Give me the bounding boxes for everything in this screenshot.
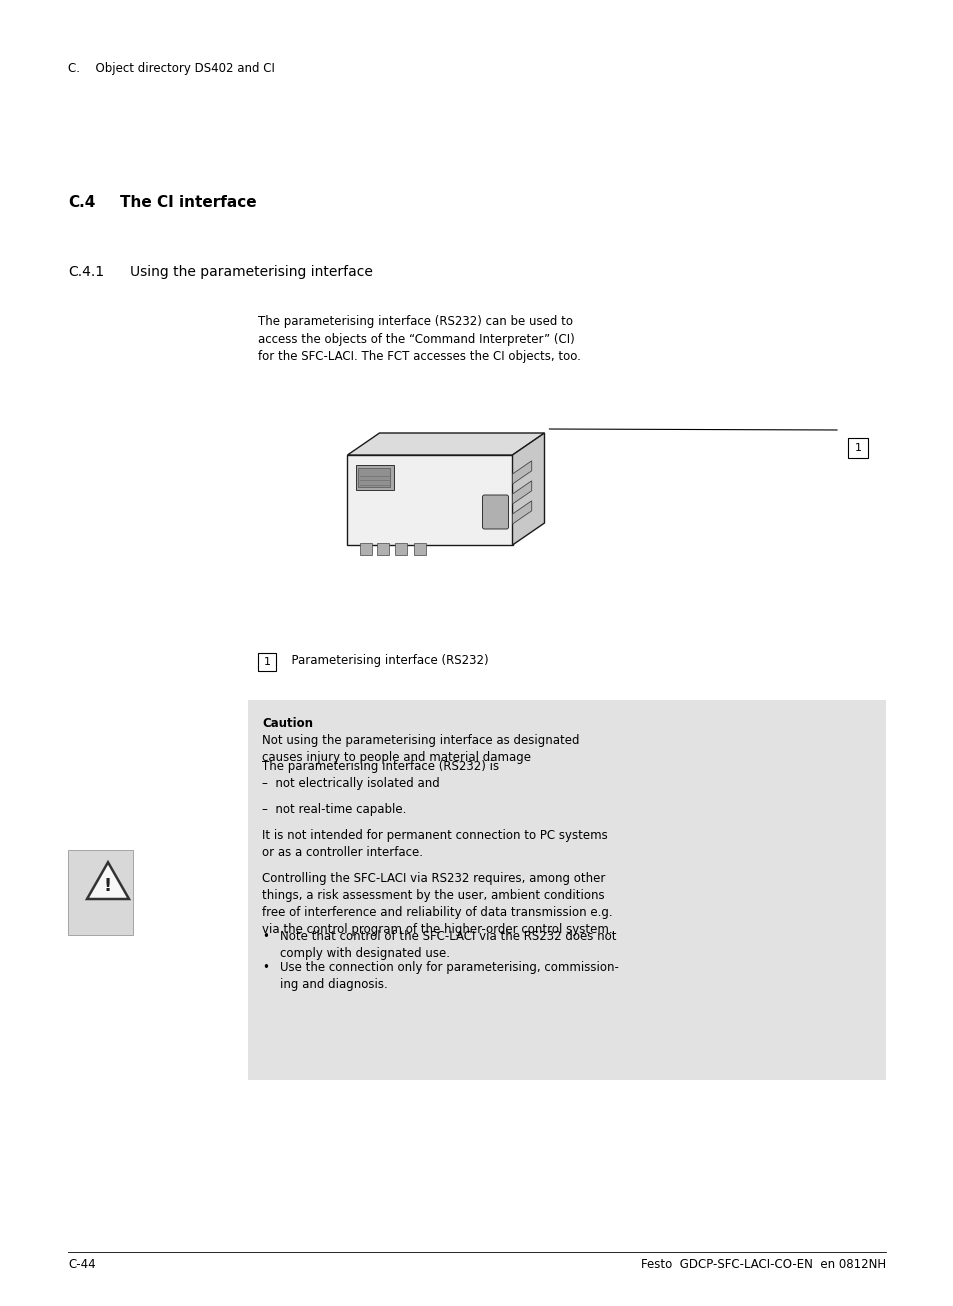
Text: comply with designated use.: comply with designated use.: [280, 947, 450, 960]
Text: Caution: Caution: [262, 717, 313, 730]
Text: for the SFC-LACI. The FCT accesses the CI objects, too.: for the SFC-LACI. The FCT accesses the C…: [257, 350, 580, 363]
Text: ing and diagnosis.: ing and diagnosis.: [280, 978, 387, 991]
Polygon shape: [87, 862, 129, 899]
Text: Using the parameterising interface: Using the parameterising interface: [130, 265, 373, 279]
Text: Not using the parameterising interface as designated: Not using the parameterising interface a…: [262, 734, 578, 747]
Text: Controlling the SFC-LACI via RS232 requires, among other: Controlling the SFC-LACI via RS232 requi…: [262, 872, 605, 884]
FancyBboxPatch shape: [482, 495, 508, 529]
Polygon shape: [512, 434, 544, 545]
Text: It is not intended for permanent connection to PC systems: It is not intended for permanent connect…: [262, 829, 607, 842]
Bar: [347, 454, 512, 545]
Text: C.4: C.4: [68, 195, 95, 210]
Text: Note that control of the SFC-LACI via the RS232 does not: Note that control of the SFC-LACI via th…: [280, 930, 616, 943]
Text: via the control program of the higher-order control system.: via the control program of the higher-or…: [262, 923, 612, 936]
Text: free of interference and reliability of data transmission e.g.: free of interference and reliability of …: [262, 906, 612, 919]
Text: •: •: [262, 930, 269, 943]
Polygon shape: [512, 481, 531, 504]
Text: The parameterising interface (RS232) can be used to: The parameterising interface (RS232) can…: [257, 315, 573, 328]
Bar: [248, 700, 885, 1080]
Polygon shape: [512, 461, 531, 485]
Text: –  not electrically isolated and: – not electrically isolated and: [262, 777, 439, 790]
Text: Use the connection only for parameterising, commission-: Use the connection only for parameterisi…: [280, 961, 618, 974]
Text: Festo  GDCP-SFC-LACI-CO-EN  en 0812NH: Festo GDCP-SFC-LACI-CO-EN en 0812NH: [640, 1258, 885, 1271]
Text: !: !: [104, 878, 112, 895]
Bar: [847, 438, 867, 458]
Polygon shape: [512, 500, 531, 524]
Bar: [358, 468, 390, 487]
Text: –  not real-time capable.: – not real-time capable.: [262, 803, 406, 816]
Text: The parameterising interface (RS232) is: The parameterising interface (RS232) is: [262, 760, 498, 773]
Text: 1: 1: [263, 657, 271, 667]
Text: causes injury to people and material damage: causes injury to people and material dam…: [262, 751, 531, 764]
Text: things, a risk assessment by the user, ambient conditions: things, a risk assessment by the user, a…: [262, 889, 604, 902]
Bar: [68, 850, 132, 935]
Text: C.4.1: C.4.1: [68, 265, 104, 279]
Bar: [257, 653, 275, 671]
Text: Parameterising interface (RS232): Parameterising interface (RS232): [284, 653, 488, 666]
Bar: [395, 543, 407, 555]
Text: 1: 1: [854, 443, 861, 453]
Text: The CI interface: The CI interface: [120, 195, 256, 210]
Polygon shape: [347, 434, 544, 454]
Bar: [413, 543, 425, 555]
Text: access the objects of the “Command Interpreter” (CI): access the objects of the “Command Inter…: [257, 333, 574, 346]
Bar: [355, 465, 393, 490]
Bar: [359, 543, 371, 555]
Text: C.  Object directory DS402 and CI: C. Object directory DS402 and CI: [68, 61, 274, 74]
Text: C-44: C-44: [68, 1258, 95, 1271]
Bar: [377, 543, 389, 555]
Text: •: •: [262, 961, 269, 974]
Text: or as a controller interface.: or as a controller interface.: [262, 846, 422, 859]
